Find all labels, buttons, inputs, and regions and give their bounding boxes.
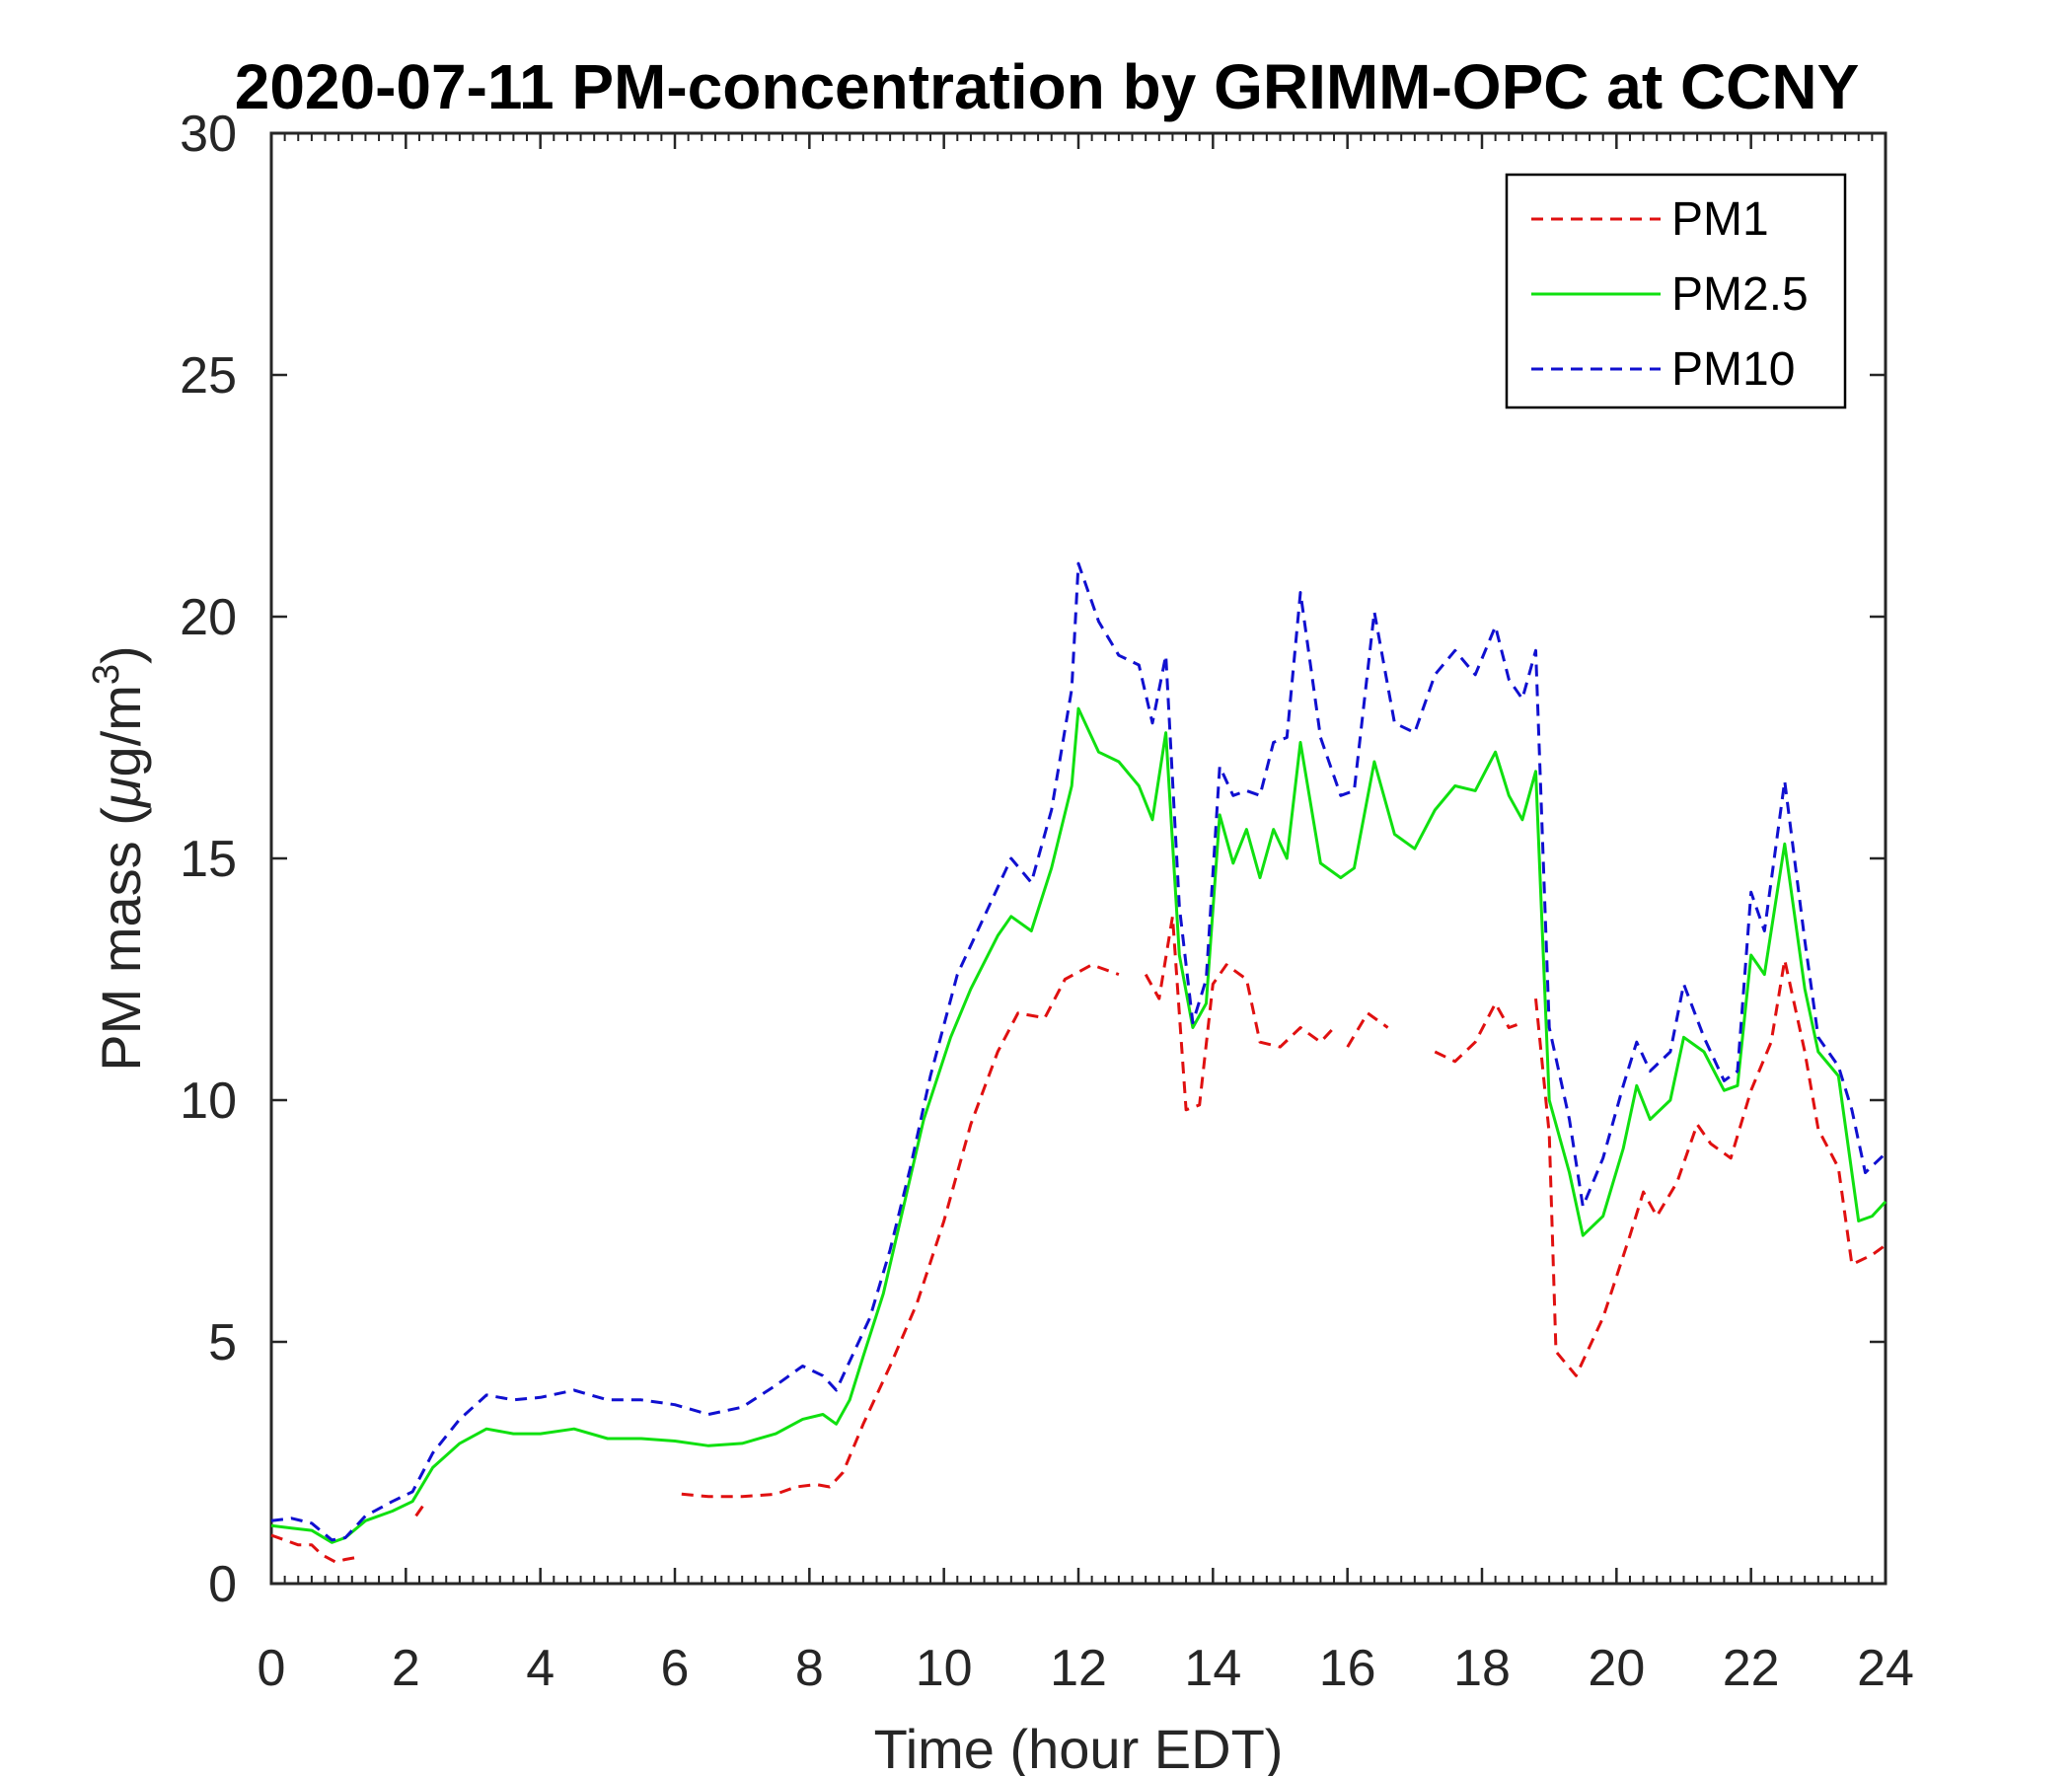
series-line-pm1 [1434,1001,1523,1064]
y-tick-label: 5 [208,1314,237,1371]
x-tick-label: 16 [1319,1640,1376,1697]
series-pm1 [270,915,1887,1564]
series-line-pm1 [681,963,1120,1499]
x-tick-label: 20 [1588,1640,1645,1697]
plot-area-frame [269,131,1887,1586]
data-series [270,561,1887,1564]
y-tick-label: 10 [180,1073,237,1130]
x-tick-label: 18 [1453,1640,1511,1697]
series-line-pm10 [270,561,1887,1542]
y-axis-label-unit: g/m [90,685,152,777]
series-line-pm1 [270,1533,359,1564]
x-tick-label: 12 [1050,1640,1107,1697]
x-tick-labels: 0 2 4 6 8 10 12 14 16 18 20 22 24 [258,1640,1914,1697]
series-line-pm1 [414,1505,424,1517]
legend-box [1505,173,1847,409]
y-tick-label: 30 [180,106,237,163]
series-line-pm1 [1534,958,1887,1377]
legend-label-pm1: PM1 [1671,193,1769,246]
x-tick-label: 10 [916,1640,973,1697]
y-tick-labels: 0 5 10 15 20 25 30 [180,106,237,1613]
y-axis-label-close: ) [90,645,152,664]
y-axis-label-mu: μ [90,777,152,809]
x-tick-label: 0 [258,1640,286,1697]
series-pm10 [270,561,1887,1542]
y-tick-label: 15 [180,831,237,888]
series-line-pm25 [270,706,1887,1544]
y-tick-label: 0 [208,1556,237,1613]
x-tick-label: 2 [392,1640,420,1697]
y-axis-label-superscript: 3 [86,664,127,685]
x-tick-label: 8 [795,1640,824,1697]
y-tick-label: 20 [180,589,237,646]
x-tick-label: 22 [1723,1640,1780,1697]
y-axis-label-main: PM mass ( [90,807,152,1072]
legend-label-pm25: PM2.5 [1671,268,1809,321]
y-tick-label: 25 [180,347,237,405]
x-axis-label: Time (hour EDT) [874,1718,1284,1776]
series-pm25 [270,706,1887,1544]
x-tick-label: 14 [1184,1640,1241,1697]
series-line-pm1 [1144,915,1336,1112]
y-axis-label: PM mass (μg/m3) [86,645,152,1071]
x-tick-label: 24 [1857,1640,1914,1697]
legend-label-pm10: PM10 [1671,343,1795,396]
x-tick-label: 4 [526,1640,555,1697]
legend: PM1 PM2.5 PM10 [1505,173,1847,409]
chart-title: 2020-07-11 PM-concentration by GRIMM-OPC… [235,51,1860,122]
x-tick-label: 6 [661,1640,690,1697]
